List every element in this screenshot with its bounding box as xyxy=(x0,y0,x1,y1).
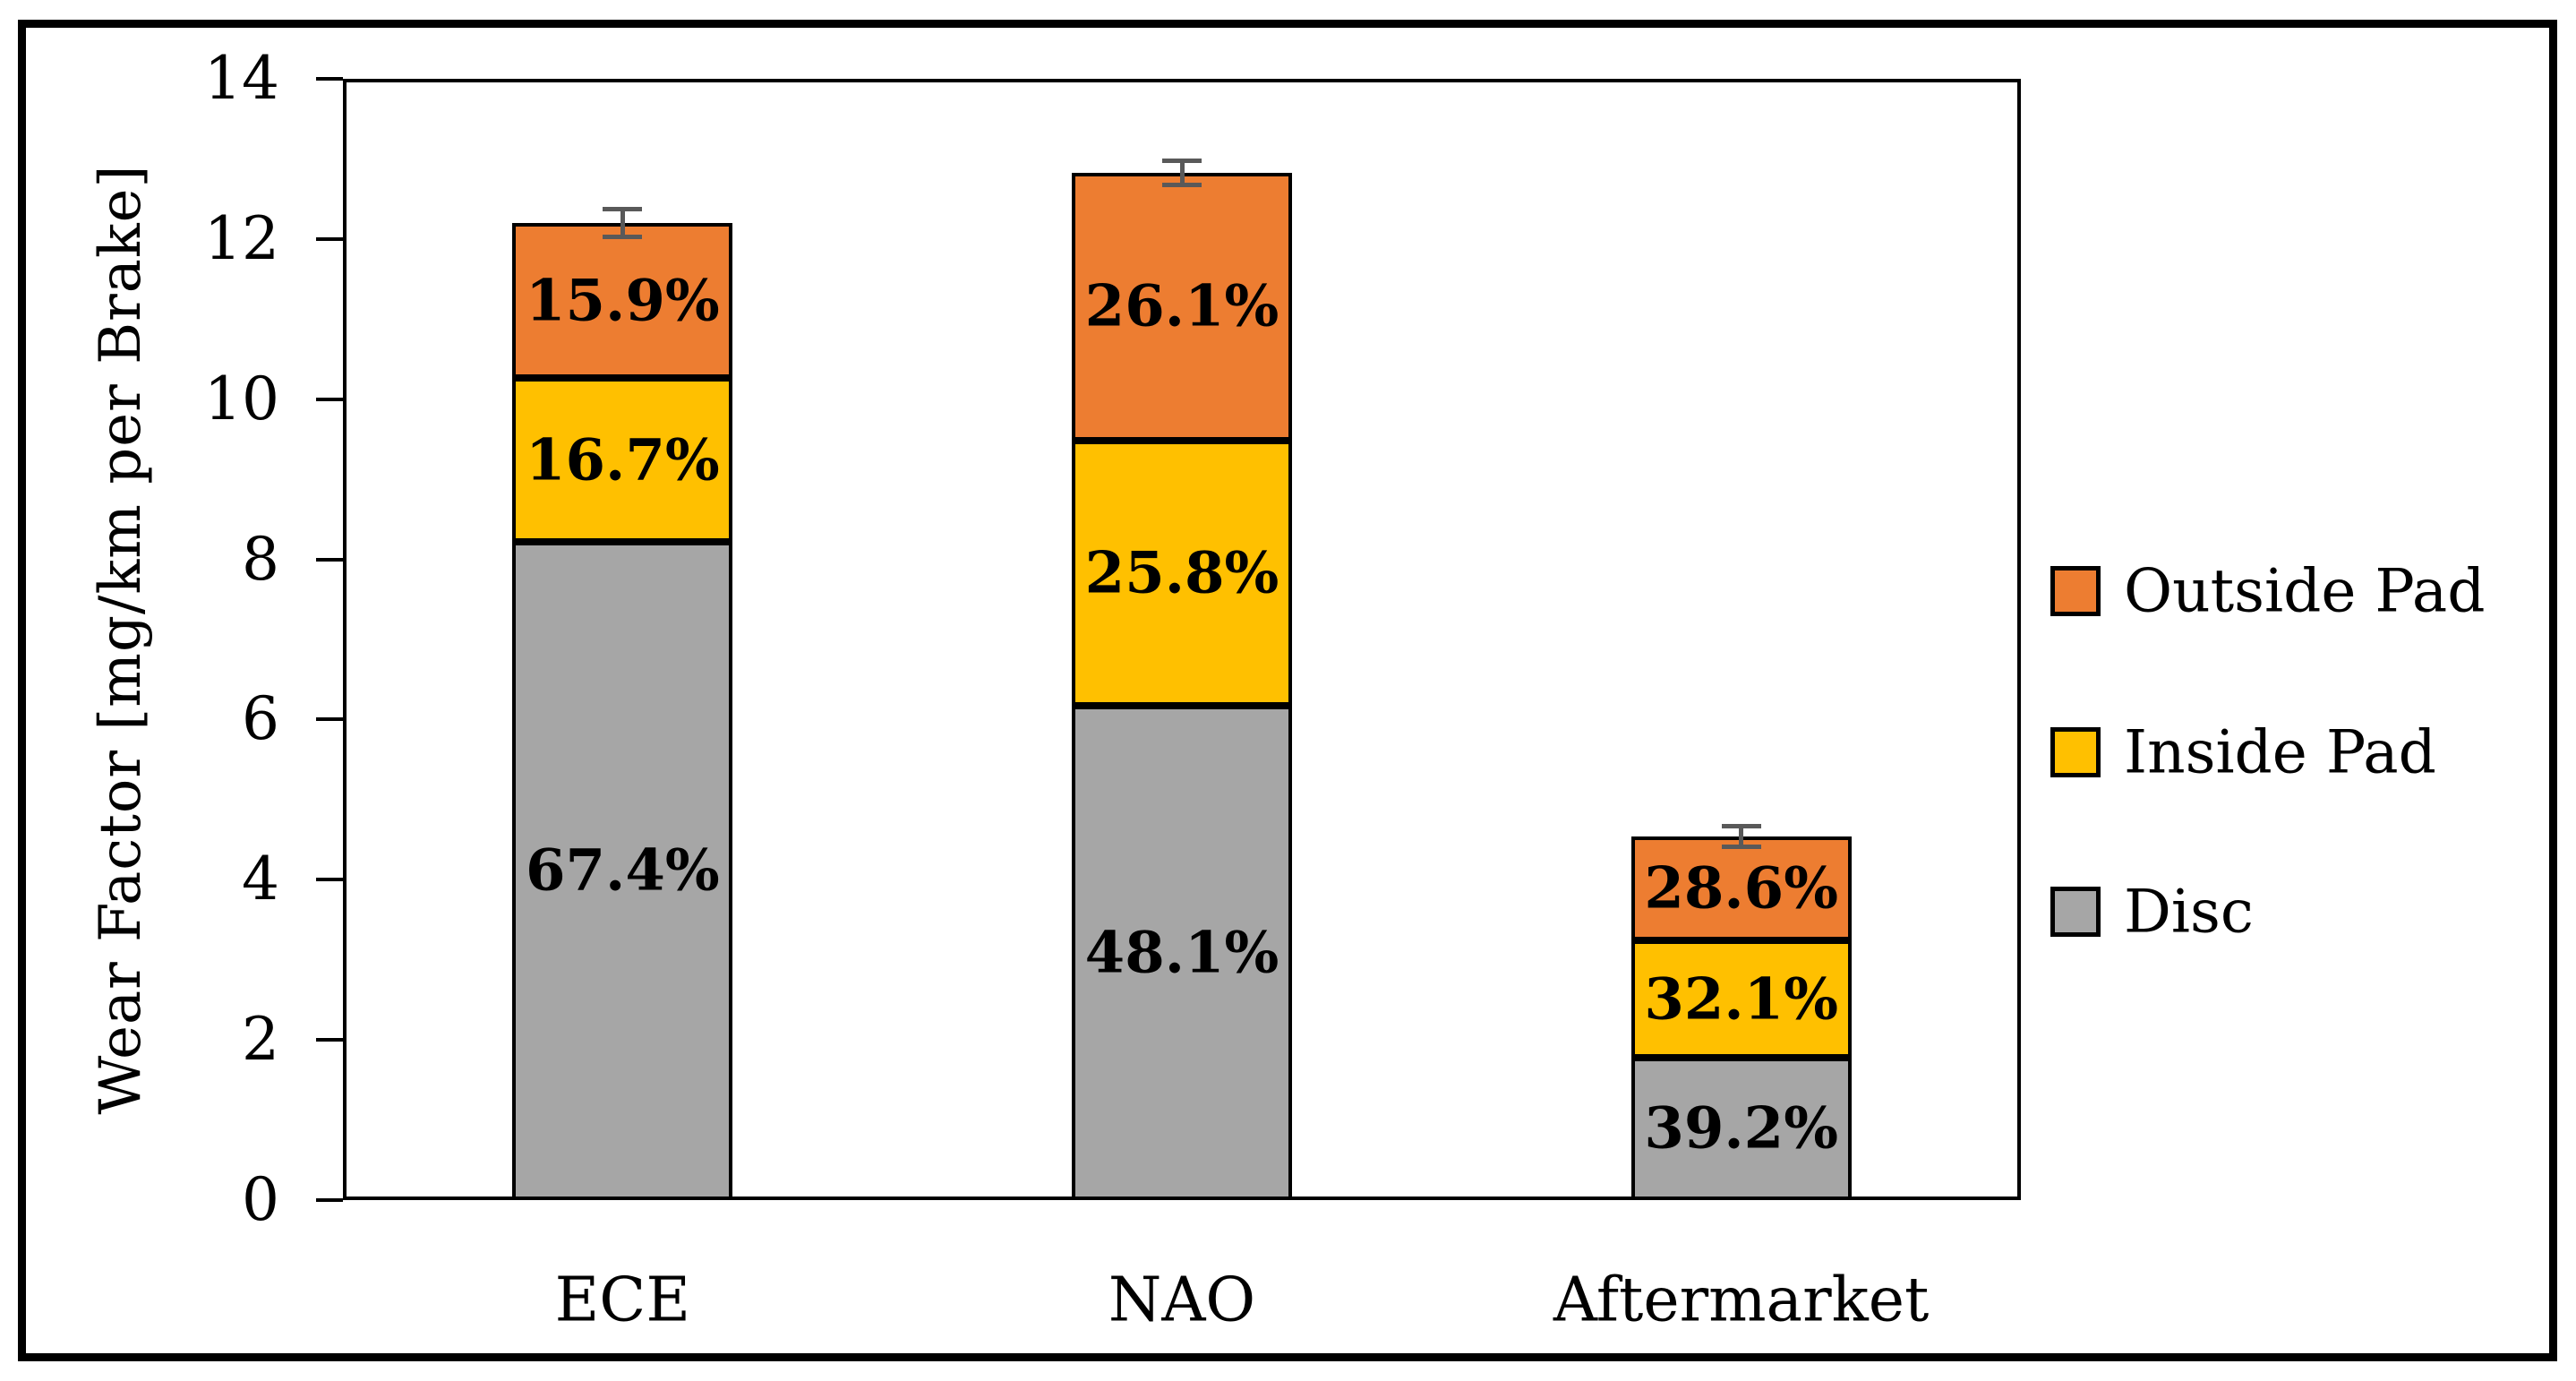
y-tick-mark-10 xyxy=(316,397,343,401)
error-bar-cap-bottom-ece xyxy=(603,234,643,239)
bar-aftermarket-segment-disc xyxy=(1630,1057,1852,1200)
error-bar-stem-nao xyxy=(1179,160,1185,185)
percent-label-ece-outside-pad: 15.9% xyxy=(525,267,720,335)
category-label-ece: ECE xyxy=(554,1265,690,1336)
y-tick-mark-0 xyxy=(316,1198,343,1202)
y-tick-mark-14 xyxy=(316,77,343,81)
y-tick-mark-12 xyxy=(316,236,343,241)
percent-label-aftermarket-disc: 39.2% xyxy=(1644,1094,1838,1162)
y-tick-label-14: 14 xyxy=(204,44,279,113)
y-tick-mark-8 xyxy=(316,557,343,562)
percent-label-nao-outside-pad: 26.1% xyxy=(1084,272,1279,340)
y-tick-mark-6 xyxy=(316,717,343,722)
error-bar-cap-top-nao xyxy=(1162,158,1202,163)
error-bar-cap-bottom-aftermarket xyxy=(1721,845,1761,850)
legend-swatch-disc xyxy=(2050,887,2101,937)
legend-swatch-inside-pad xyxy=(2050,727,2101,777)
bar-nao-segment-disc xyxy=(1072,706,1292,1200)
percent-label-aftermarket-inside-pad: 32.1% xyxy=(1644,965,1838,1034)
y-axis-title: Wear Factor [mg/km per Brake] xyxy=(88,164,154,1115)
error-bar-stem-ece xyxy=(620,209,625,237)
y-tick-mark-4 xyxy=(316,878,343,882)
bar-nao-segment-inside-pad xyxy=(1072,441,1292,707)
category-label-nao: NAO xyxy=(1108,1265,1256,1336)
y-tick-label-2: 2 xyxy=(242,1005,279,1075)
error-bar-cap-top-ece xyxy=(603,207,643,212)
bar-ece-segment-disc xyxy=(512,541,733,1200)
percent-label-ece-inside-pad: 16.7% xyxy=(525,426,720,494)
percent-label-nao-inside-pad: 25.8% xyxy=(1084,539,1279,607)
percent-label-ece-disc: 67.4% xyxy=(525,836,720,905)
legend-label-inside-pad: Inside Pad xyxy=(2124,717,2436,787)
y-tick-label-4: 4 xyxy=(242,845,279,914)
legend-label-disc: Disc xyxy=(2124,877,2254,947)
y-tick-label-10: 10 xyxy=(204,364,279,433)
y-tick-label-6: 6 xyxy=(242,684,279,754)
y-tick-label-0: 0 xyxy=(242,1165,279,1234)
y-tick-label-12: 12 xyxy=(204,203,279,273)
bar-aftermarket-segment-inside-pad xyxy=(1630,940,1852,1058)
error-bar-stem-aftermarket xyxy=(1739,826,1744,847)
bar-ece-segment-inside-pad xyxy=(512,378,733,542)
legend-swatch-outside-pad xyxy=(2050,566,2101,616)
bar-ece-segment-outside-pad xyxy=(512,222,733,379)
error-bar-cap-bottom-nao xyxy=(1162,182,1202,187)
error-bar-cap-top-aftermarket xyxy=(1721,823,1761,828)
percent-label-aftermarket-outside-pad: 28.6% xyxy=(1644,854,1838,922)
y-tick-mark-2 xyxy=(316,1038,343,1042)
category-label-aftermarket: Aftermarket xyxy=(1553,1265,1930,1336)
percent-label-nao-disc: 48.1% xyxy=(1084,919,1279,987)
y-tick-label-8: 8 xyxy=(242,524,279,594)
legend-label-outside-pad: Outside Pad xyxy=(2124,556,2486,626)
